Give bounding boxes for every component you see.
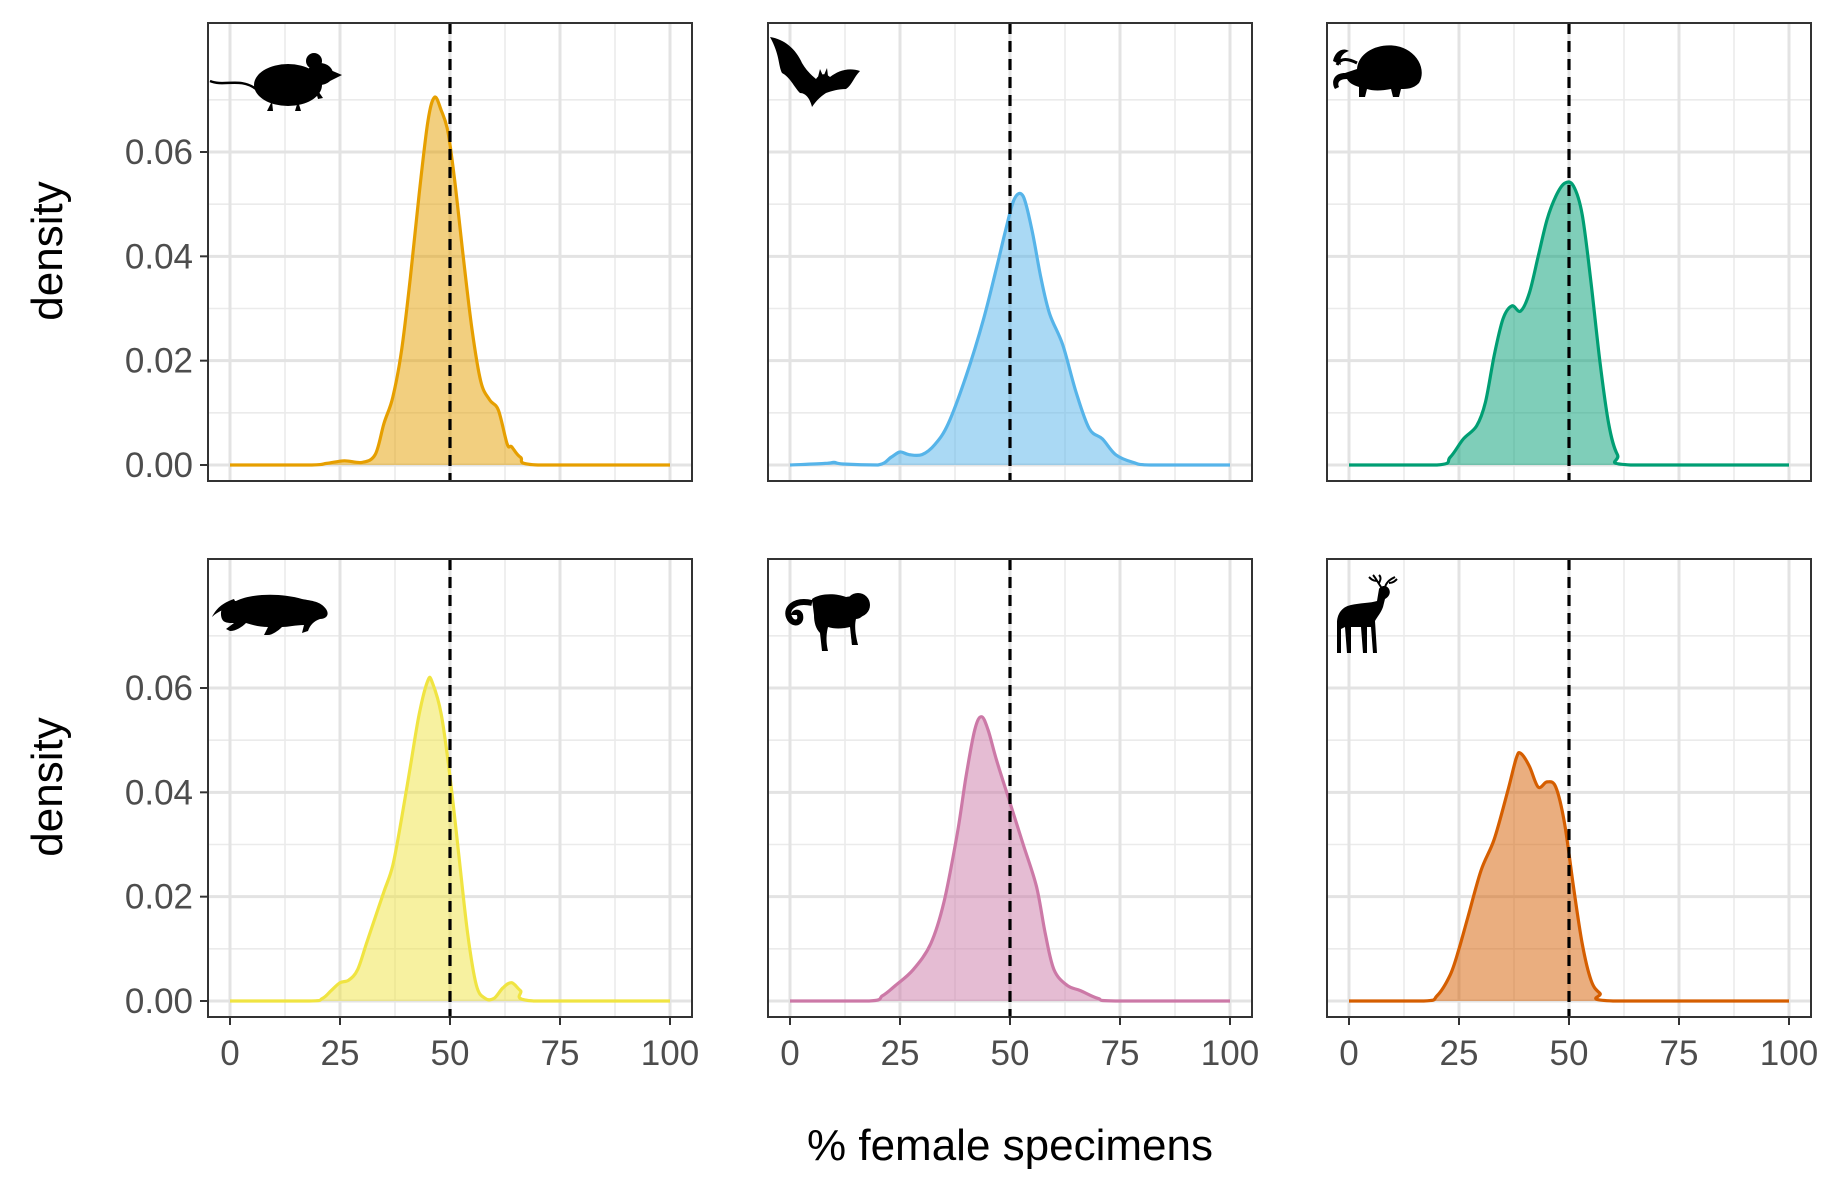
density-area — [1349, 752, 1789, 1001]
x-tick-label: 25 — [881, 1034, 920, 1073]
density-line — [230, 95, 670, 467]
density-area — [1349, 181, 1789, 465]
x-tick-label: 50 — [431, 1034, 470, 1073]
y-tick-label: 0.04 — [125, 237, 193, 276]
facet-panel-2 — [767, 22, 1253, 482]
x-tick-label: 75 — [1101, 1034, 1140, 1073]
y-tick-label: 0.02 — [125, 342, 193, 381]
x-tick-label: 50 — [991, 1034, 1030, 1073]
x-tick-label: 25 — [321, 1034, 360, 1073]
density-line — [230, 675, 670, 1003]
y-tick-label: 0.06 — [125, 669, 193, 708]
facet-panel-6: 0 25 50 75 100 — [1326, 558, 1818, 1073]
panel-border — [1326, 22, 1812, 482]
x-tick-label: 100 — [1201, 1034, 1259, 1073]
x-tick-label: 100 — [1760, 1034, 1818, 1073]
panels-layer: 0.00 0.02 0.04 0.06 0.00 0.02 0.04 0.06 0 25 50 75 1… — [125, 22, 1818, 1073]
y-tick-label: 0.02 — [125, 878, 193, 917]
density-line — [790, 715, 1230, 1003]
x-axis-title: % female specimens — [807, 1121, 1213, 1170]
panel-border — [207, 22, 693, 482]
y-axis-title-row-1: density — [23, 181, 72, 320]
facet-panel-3 — [1326, 22, 1812, 482]
facet-panel-4: 0.00 0.02 0.04 0.06 0 25 50 75 100 — [125, 558, 699, 1073]
y-tick-label: 0.00 — [125, 446, 193, 485]
x-tick-label: 75 — [541, 1034, 580, 1073]
density-line — [789, 191, 1230, 467]
x-tick-label: 25 — [1440, 1034, 1479, 1073]
facet-panel-1: 0.00 0.02 0.04 0.06 — [125, 22, 693, 485]
x-tick-label: 0 — [1339, 1034, 1358, 1073]
y-axis-title-row-2: density — [23, 717, 72, 856]
x-tick-label: 0 — [780, 1034, 799, 1073]
x-tick-label: 50 — [1550, 1034, 1589, 1073]
x-tick-label: 0 — [220, 1034, 239, 1073]
density-line — [1349, 180, 1789, 467]
y-tick-label: 0.00 — [125, 982, 193, 1021]
x-tick-label: 100 — [641, 1034, 699, 1073]
facet-panel-5: 0 25 50 75 100 — [767, 558, 1259, 1073]
x-tick-label: 75 — [1660, 1034, 1699, 1073]
panel-border — [767, 22, 1253, 482]
y-tick-label: 0.06 — [125, 133, 193, 172]
labels-layer: density density % female specimens — [23, 181, 1213, 1170]
y-tick-label: 0.04 — [125, 773, 193, 812]
density-line — [1349, 750, 1789, 1003]
density-area — [790, 716, 1230, 1001]
